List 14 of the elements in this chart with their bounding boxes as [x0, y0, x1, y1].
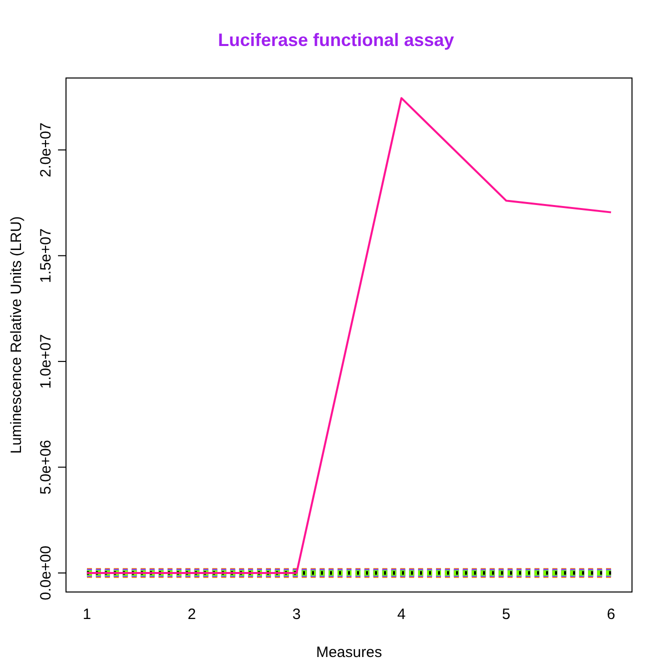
chart-title: Luciferase functional assay	[216, 30, 456, 51]
y-tick-label: 0.0e+00	[38, 546, 55, 600]
x-axis-title: Measures	[316, 644, 382, 662]
y-axis-title: Luminescence Relative Units (LRU)	[8, 216, 26, 454]
x-tick-label: 6	[606, 606, 616, 624]
x-tick-label: 3	[292, 606, 301, 624]
y-tick-label: 1.5e+07	[38, 228, 55, 283]
y-tick-label: 1.0e+07	[38, 334, 55, 389]
x-tick-label: 4	[397, 606, 406, 624]
y-tick-label: 2.0e+07	[38, 122, 55, 178]
x-tick-label: 2	[188, 606, 196, 624]
x-tick-label: 5	[502, 606, 510, 624]
y-tick-label: 5.0e+06	[38, 440, 55, 495]
x-tick-label: 1	[82, 606, 92, 624]
